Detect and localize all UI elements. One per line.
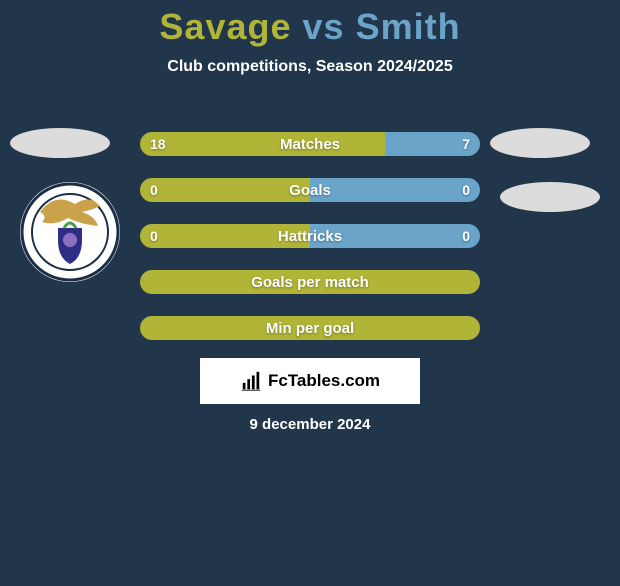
stat-row: Goals per match bbox=[140, 270, 480, 294]
stat-label: Matches bbox=[140, 132, 480, 156]
player-right-pill-top bbox=[490, 128, 590, 158]
stat-value-left: 18 bbox=[150, 132, 166, 156]
stat-row: Goals0 0 bbox=[140, 178, 480, 202]
subtitle: Club competitions, Season 2024/2025 bbox=[0, 58, 620, 76]
stat-label: Goals per match bbox=[140, 270, 480, 294]
snapshot-date: 9 december 2024 bbox=[0, 416, 620, 433]
branding-label: FcTables.com bbox=[268, 371, 380, 391]
comparison-title: Savage vs Smith Savage vs Smith bbox=[0, 6, 620, 48]
stats-bars: Matches187Goals00Hattricks00Goals per ma… bbox=[140, 132, 480, 362]
stat-label: Hattricks bbox=[140, 224, 480, 248]
title-right-name: Smith bbox=[356, 6, 461, 47]
player-right-pill-bottom bbox=[500, 182, 600, 212]
stat-value-right: 7 bbox=[462, 132, 470, 156]
player-left-pill bbox=[10, 128, 110, 158]
stat-value-left: 0 bbox=[150, 224, 158, 248]
stat-row: Min per goal bbox=[140, 316, 480, 340]
club-crest-icon bbox=[20, 182, 120, 282]
stat-label: Goals bbox=[140, 178, 480, 202]
title-left-name: Savage bbox=[159, 6, 291, 47]
bar-chart-icon bbox=[240, 370, 262, 392]
stat-value-left: 0 bbox=[150, 178, 158, 202]
stat-row: Matches18 7 bbox=[140, 132, 480, 156]
stat-value-right: 0 bbox=[462, 224, 470, 248]
stat-row: Hattricks0 0 bbox=[140, 224, 480, 248]
fctables-branding[interactable]: FcTables.com bbox=[200, 358, 420, 404]
stat-value-right: 0 bbox=[462, 178, 470, 202]
club-badge-left bbox=[20, 182, 120, 282]
stat-label: Min per goal bbox=[140, 316, 480, 340]
title-vs: vs bbox=[303, 6, 356, 47]
